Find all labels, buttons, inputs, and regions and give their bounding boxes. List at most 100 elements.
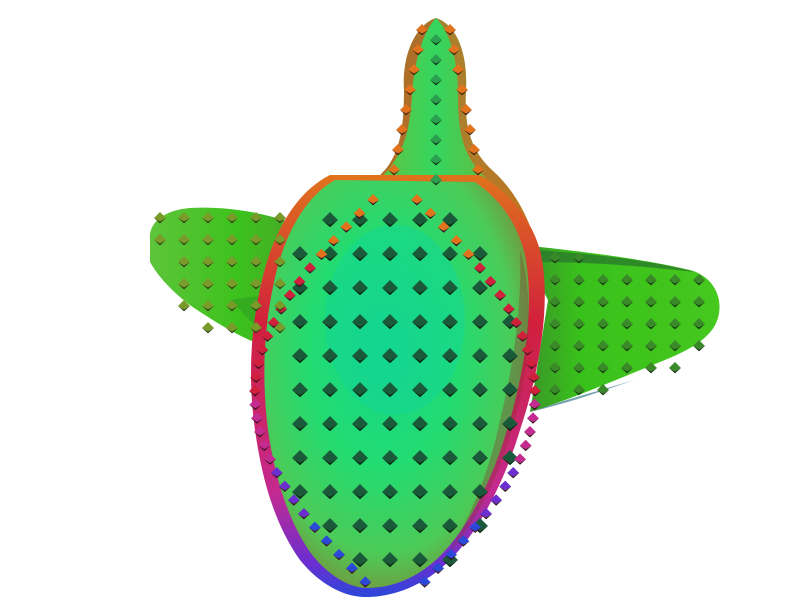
octahedron-glyph	[523, 426, 536, 438]
octahedron-glyph	[457, 535, 470, 547]
octahedron-glyph	[322, 348, 338, 364]
octahedron-glyph	[573, 274, 585, 286]
octahedron-glyph	[450, 234, 463, 247]
octahedron-glyph	[178, 212, 190, 224]
octahedron-glyph	[250, 278, 262, 290]
octahedron-glyph	[226, 322, 238, 334]
octahedron-glyph	[352, 246, 368, 262]
octahedron-glyph	[528, 385, 541, 397]
octahedron-glyph	[297, 507, 310, 520]
octahedron-glyph	[382, 382, 398, 398]
octahedron-glyph	[263, 453, 276, 465]
octahedron-glyph	[442, 518, 458, 534]
octahedron-glyph	[432, 562, 445, 574]
octahedron-glyph	[472, 416, 488, 432]
octahedron-glyph	[287, 494, 300, 506]
octahedron-glyph	[352, 348, 368, 364]
octahedron-glyph	[502, 416, 518, 432]
octahedron-glyph	[322, 314, 338, 330]
octahedron-glyph	[430, 174, 442, 186]
octahedron-glyph	[382, 314, 398, 330]
octahedron-glyph	[472, 450, 488, 466]
octahedron-glyph	[412, 552, 428, 568]
octahedron-glyph	[442, 348, 458, 364]
octahedron-glyph	[283, 289, 296, 301]
octahedron-glyph	[528, 398, 541, 411]
octahedron-glyph	[292, 246, 308, 262]
octahedron-glyph	[573, 296, 585, 308]
octahedron-glyph	[442, 416, 458, 432]
octahedron-glyph	[669, 296, 681, 308]
octahedron-glyph	[473, 262, 486, 274]
octahedron-glyph	[424, 207, 437, 220]
octahedron-glyph	[526, 412, 539, 424]
octahedron-glyph	[444, 24, 456, 36]
octahedron-glyph	[494, 289, 507, 301]
octahedron-glyph	[621, 274, 633, 286]
octahedron-glyph	[549, 252, 561, 264]
octahedron-glyph	[382, 212, 398, 228]
octahedron-glyph	[484, 275, 497, 288]
octahedron-glyph	[507, 467, 520, 479]
octahedron-glyph	[178, 234, 190, 246]
octahedron-glyph	[645, 362, 657, 374]
octahedron-glyph	[292, 382, 308, 398]
octahedron-glyph	[573, 340, 585, 352]
octahedron-glyph	[352, 382, 368, 398]
octahedron-glyph	[202, 256, 214, 268]
octahedron-glyph	[345, 562, 358, 574]
octahedron-glyph	[382, 484, 398, 500]
octahedron-glyph	[322, 416, 338, 432]
octahedron-glyph	[430, 54, 442, 66]
octahedron-glyph	[442, 450, 458, 466]
octahedron-glyph	[178, 256, 190, 268]
octahedron-glyph	[261, 330, 274, 342]
octahedron-glyph	[308, 521, 321, 533]
octahedron-glyph	[549, 384, 561, 396]
octahedron-glyph	[693, 296, 705, 308]
octahedron-glyph	[322, 518, 338, 534]
octahedron-glyph	[250, 300, 262, 312]
octahedron-glyph	[412, 246, 428, 262]
octahedron-glyph	[412, 212, 428, 228]
octahedron-glyph	[400, 104, 412, 116]
octahedron-glyph	[392, 144, 404, 156]
octahedron-glyph	[412, 450, 428, 466]
octahedron-glyph	[304, 262, 317, 274]
octahedron-glyph	[621, 296, 633, 308]
octahedron-glyph	[250, 371, 263, 383]
octahedron-glyph	[315, 248, 328, 260]
octahedron-glyph	[249, 398, 262, 411]
octahedron-glyph	[472, 164, 484, 176]
octahedron-glyph	[669, 318, 681, 330]
octahedron-glyph	[412, 484, 428, 500]
octahedron-glyph	[472, 348, 488, 364]
octahedron-glyph	[278, 480, 291, 493]
octahedron-glyph	[274, 322, 286, 334]
octahedron-glyph	[322, 280, 338, 296]
octahedron-glyph	[472, 382, 488, 398]
octahedron-glyph	[464, 124, 476, 136]
octahedron-glyph	[502, 450, 518, 466]
octahedron-glyph	[412, 518, 428, 534]
octahedron-glyph	[382, 280, 398, 296]
octahedron-glyph	[442, 246, 458, 262]
octahedron-glyph	[445, 548, 458, 561]
octahedron-glyph	[382, 416, 398, 432]
octahedron-glyph	[340, 221, 353, 233]
octahedron-glyph	[332, 548, 345, 561]
octahedron-glyph	[353, 207, 366, 220]
octahedron-glyph	[274, 300, 286, 312]
octahedron-glyph	[251, 412, 264, 424]
octahedron-glyph	[388, 164, 400, 176]
octahedron-glyph	[412, 44, 424, 56]
octahedron-glyph	[226, 234, 238, 246]
octahedron-glyph	[549, 340, 561, 352]
octahedron-glyph	[252, 357, 265, 370]
octahedron-glyph	[352, 484, 368, 500]
octahedron-glyph	[430, 154, 442, 166]
octahedron-glyph	[320, 535, 333, 547]
octahedron-glyph	[254, 426, 267, 438]
octahedron-glyph	[502, 382, 518, 398]
